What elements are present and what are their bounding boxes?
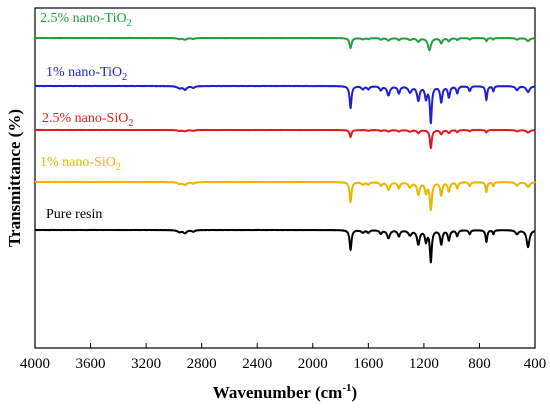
series-line	[34, 36, 536, 52]
x-ticks-group: 4000 3600 3200 2800 2400 2000 1600 1200 800 400	[20, 343, 546, 372]
series-label: 1% nano-TiO2	[46, 65, 127, 83]
x-tick-label: 3600	[76, 356, 106, 372]
y-axis-title: Transmittance (%)	[5, 109, 24, 247]
spectra-group	[34, 36, 536, 264]
x-axis-title-main: Wavenumber (cm	[213, 383, 343, 402]
x-tick-label: 4000	[20, 356, 50, 372]
series-label-subscript: 2	[127, 18, 132, 29]
x-tick-label: 1200	[409, 356, 439, 372]
x-axis-title: Wavenumber (cm-1)	[213, 382, 357, 402]
x-tick-label: 1600	[353, 356, 383, 372]
series-label-main: 1% nano-TiO	[46, 65, 122, 80]
series-label: 1% nano-SiO2	[40, 155, 121, 173]
x-axis-title-sup: -1	[342, 382, 351, 394]
x-axis-title-close: )	[352, 383, 358, 402]
x-tick-label: 2800	[187, 356, 217, 372]
x-tick-label: 800	[468, 356, 491, 372]
x-tick-label: 400	[524, 356, 547, 372]
series-line	[34, 228, 536, 264]
plot-frame	[34, 7, 536, 349]
series-label: 2.5% nano-SiO2	[42, 111, 133, 129]
series-line	[34, 128, 536, 150]
series-label-main: 2.5% nano-TiO	[40, 11, 127, 26]
x-tick-label: 2000	[298, 356, 328, 372]
x-tick-label: 3200	[131, 356, 161, 372]
series-label-subscript: 2	[128, 118, 133, 129]
series-line	[34, 84, 536, 125]
series-line	[34, 180, 536, 212]
series-label-main: 2.5% nano-SiO	[42, 111, 128, 126]
series-label-subscript: 2	[116, 162, 121, 173]
series-label-main: Pure resin	[46, 207, 102, 222]
x-tick-label: 2400	[242, 356, 272, 372]
series-label: 2.5% nano-TiO2	[40, 11, 132, 29]
series-label-main: 1% nano-SiO	[40, 155, 116, 170]
series-label-subscript: 2	[122, 72, 127, 83]
series-label: Pure resin	[46, 207, 102, 222]
